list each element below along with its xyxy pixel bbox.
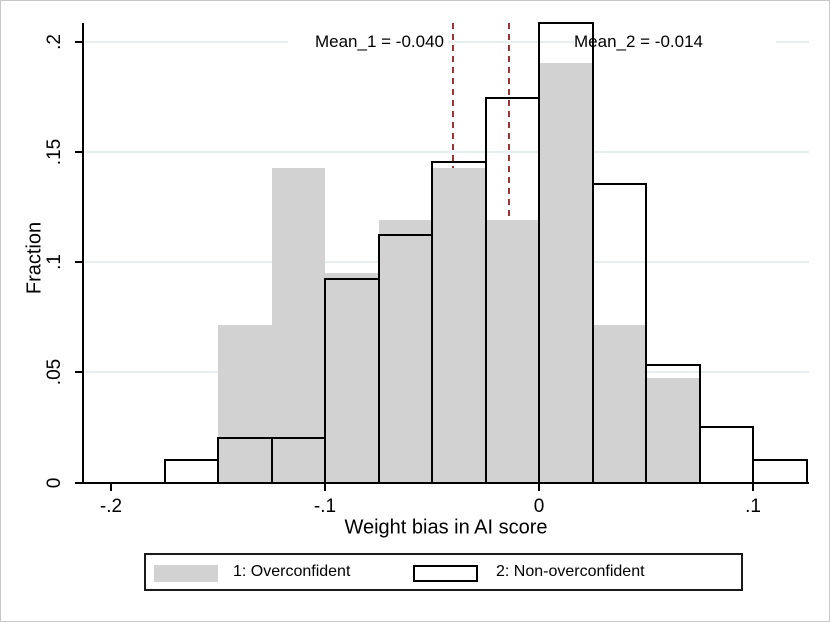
y-tick-label: .15: [44, 138, 65, 166]
y-tick: [75, 40, 82, 43]
histogram-bar-non-overconfident: [217, 436, 273, 484]
non-overconfident-swatch: [413, 565, 478, 582]
y-axis-title: Fraction: [23, 221, 46, 295]
legend-label-overconfident: 1: Overconfident: [233, 563, 351, 580]
histogram-bar-non-overconfident: [377, 233, 433, 484]
histogram-bar-non-overconfident: [484, 97, 540, 484]
y-tick: [75, 261, 82, 264]
histogram-bar-non-overconfident: [645, 363, 701, 484]
histogram-bar-overconfident: [432, 167, 486, 483]
y-tick-label: 0: [44, 477, 65, 488]
y-axis-line: [82, 23, 84, 484]
x-axis-line: [82, 482, 809, 484]
x-tick-label: -.2: [99, 496, 123, 517]
histogram-bar-non-overconfident: [163, 458, 219, 484]
histogram-bar-overconfident: [539, 62, 593, 483]
histogram-bar-non-overconfident: [324, 277, 380, 484]
x-tick: [752, 484, 754, 491]
y-tick: [75, 481, 82, 484]
x-tick: [538, 484, 540, 491]
legend: 1: Overconfident 2: Non-overconfident: [144, 553, 743, 591]
overconfident-swatch: [154, 565, 218, 582]
histogram-bar-overconfident: [592, 325, 646, 483]
histogram-bar-overconfident: [485, 220, 539, 483]
x-tick-label: 0: [533, 496, 545, 517]
histogram-bar-non-overconfident: [698, 425, 754, 484]
histogram-bar-non-overconfident: [591, 183, 647, 484]
mean1-annotation: Mean_1 = -0.040: [288, 33, 448, 51]
x-tick-label: -.1: [313, 496, 337, 517]
histogram-bar-non-overconfident: [752, 458, 808, 484]
histogram-bar-non-overconfident: [538, 22, 594, 484]
y-tick-label: .1: [44, 254, 65, 271]
x-tick-label: .1: [745, 496, 761, 517]
y-tick-label: .2: [44, 33, 65, 50]
histogram-bar-overconfident: [646, 377, 700, 483]
legend-label-non-overconfident: 2: Non-overconfident: [496, 563, 645, 580]
gridline: [85, 150, 809, 153]
histogram-bar-non-overconfident: [431, 160, 487, 484]
histogram-bar-non-overconfident: [270, 436, 326, 484]
y-tick: [75, 150, 82, 153]
x-axis-title: Weight bias in AI score: [344, 516, 548, 539]
histogram-bar-overconfident: [271, 167, 325, 483]
histogram-bar-overconfident: [218, 325, 272, 483]
x-tick: [324, 484, 326, 491]
histogram-bar-overconfident: [325, 272, 379, 483]
y-tick: [75, 371, 82, 374]
y-tick-label: .05: [44, 359, 65, 386]
histogram-bar-overconfident: [378, 220, 432, 483]
mean2-annotation: Mean_2 = -0.014: [574, 33, 776, 51]
x-tick: [110, 484, 112, 491]
